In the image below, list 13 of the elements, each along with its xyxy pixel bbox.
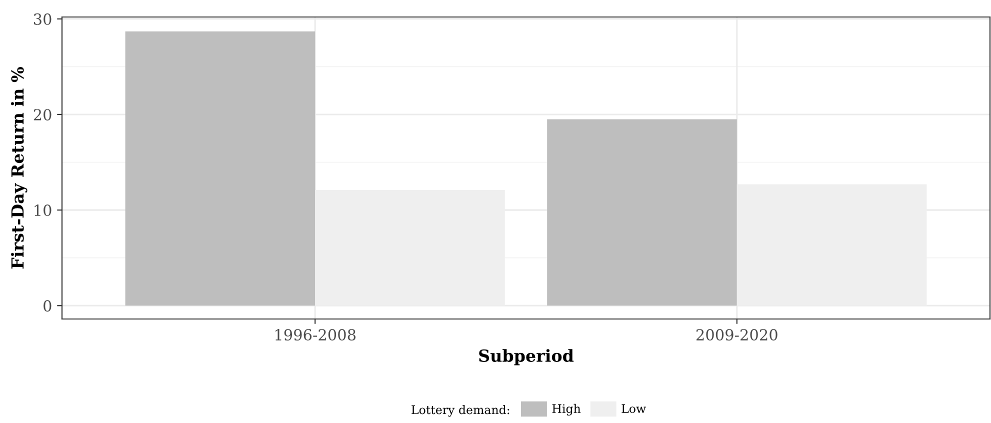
legend-title: Lottery demand: [412, 405, 510, 417]
legend-label: Low [622, 404, 646, 414]
bar [547, 119, 737, 306]
y-tick-label: 20 [34, 108, 52, 121]
y-tick-label: 0 [44, 300, 52, 312]
legend-label: High [552, 404, 581, 416]
y-tick-label: 10 [34, 204, 52, 216]
y-axis-title: First-Day Return in % [10, 67, 28, 269]
x-tick-label: 1996-2008 [275, 328, 356, 341]
x-axis-title: Subperiod [479, 349, 574, 366]
x-tick-label: 2009-2020 [696, 328, 778, 341]
bar [125, 31, 316, 306]
y-tick-label: 30 [34, 13, 52, 25]
